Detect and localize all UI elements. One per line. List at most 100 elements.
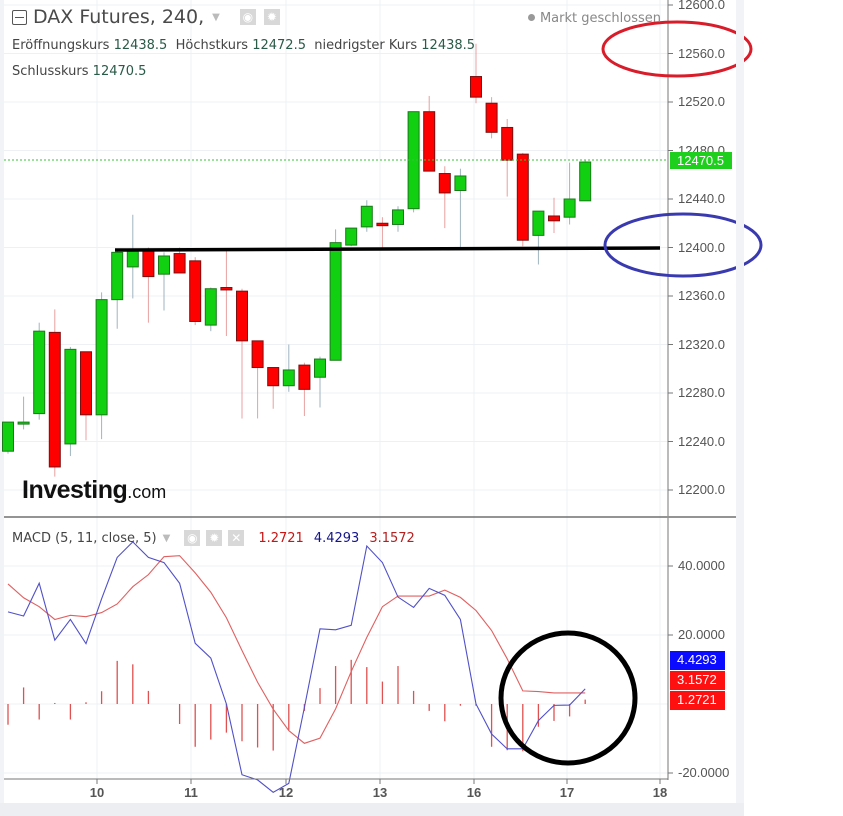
high-label: Höchstkurs [175, 38, 249, 53]
close-icon[interactable]: ✕ [228, 530, 245, 546]
candle [17, 421, 30, 425]
candle [220, 287, 233, 291]
time-tick-label: 17 [559, 785, 575, 800]
candle [236, 290, 248, 342]
macd-tick-label: -20.0000 [678, 765, 730, 780]
chevron-down-icon[interactable]: ▼ [162, 532, 171, 544]
price-candles [2, 43, 592, 477]
candle [329, 242, 342, 361]
candle [438, 173, 451, 194]
candle [48, 331, 61, 468]
time-tick-label: 18 [652, 785, 668, 800]
candle [579, 161, 592, 202]
candle [548, 215, 560, 222]
price-tick-label: 12320.0 [678, 336, 725, 352]
high-value: 12472.5 [252, 38, 306, 53]
right-scroll-edge [736, 0, 744, 806]
candle [282, 369, 295, 387]
candle [360, 205, 373, 228]
macd-signal-value: 3.1572 [369, 530, 415, 546]
price-tick-label: 12360.0 [678, 288, 725, 303]
market-status: Markt geschlossen [527, 11, 661, 26]
eye-icon[interactable]: ◉ [184, 530, 201, 546]
price-tick-label: 12240.0 [678, 433, 725, 449]
candle [532, 210, 545, 236]
gear-icon[interactable]: ✹ [206, 530, 223, 546]
chevron-down-icon[interactable]: ▼ [212, 11, 220, 23]
collapse-icon[interactable] [12, 9, 27, 25]
logo-main: Investing [22, 476, 128, 504]
price-tick-label: 12560.0 [678, 45, 725, 61]
status-dot-icon [527, 14, 535, 21]
candle [563, 198, 576, 218]
candle [485, 102, 498, 133]
left-scroll-edge [0, 0, 4, 806]
candle [314, 358, 326, 378]
symbol-title: DAX Futures, 240, [33, 6, 205, 28]
candle [376, 222, 389, 227]
candle [267, 367, 280, 387]
candle [95, 299, 108, 416]
chart-title-row: DAX Futures, 240, ▼ ◉ ✹ [12, 6, 280, 28]
market-status-text: Markt geschlossen [539, 11, 661, 26]
candle [80, 351, 92, 416]
candle [470, 76, 482, 98]
ohlc-row-1: Eröffnungskurs 12438.5 Höchstkurs 12472.… [12, 38, 475, 53]
time-tick-label: 10 [89, 785, 105, 800]
macd-tick-label: 40.0000 [678, 558, 725, 573]
candle [64, 348, 77, 445]
macd-tick-label: 20.0000 [678, 627, 725, 642]
macd-histogram-value: 1.2721 [258, 530, 304, 546]
support-line-annotation [114, 246, 661, 252]
macd-legend: MACD (5, 11, close, 5) ▼ ◉ ✹ ✕ 1.2721 4.… [12, 530, 415, 546]
horizontal-scrollbar[interactable] [0, 803, 744, 816]
close-label: Schlusskurs [12, 64, 89, 79]
low-label: niedrigster Kurs [314, 38, 418, 53]
candle [516, 153, 529, 241]
price-tick-label: 12440.0 [678, 191, 725, 206]
candle [345, 227, 358, 246]
eye-icon[interactable]: ◉ [239, 9, 256, 25]
open-value: 12438.5 [113, 38, 168, 53]
blue-ellipse-annotation [603, 212, 763, 278]
price-tick-label: 12520.0 [678, 94, 725, 109]
macd-plot [7, 541, 586, 793]
low-value: 12438.5 [421, 38, 476, 53]
time-tick-label: 11 [184, 785, 198, 800]
candle [501, 126, 514, 161]
open-label: Eröffnungskurs [12, 38, 110, 53]
black-circle-annotation [498, 630, 638, 766]
candle [142, 250, 155, 278]
candle [173, 253, 186, 274]
time-tick-label: 13 [372, 785, 388, 800]
macd-value-tag: 4.4293 [670, 651, 725, 670]
candle [251, 340, 264, 369]
logo-suffix: .com [127, 482, 167, 502]
macd-value-tag: 3.1572 [670, 671, 725, 690]
ohlc-row-2: Schlusskurs 12470.5 [12, 64, 146, 79]
price-tick-label: 12400.0 [678, 239, 725, 255]
candle [111, 251, 124, 301]
price-tick-label: 12280.0 [678, 385, 725, 400]
candle [298, 364, 311, 390]
time-tick-label: 12 [278, 785, 294, 800]
investing-logo: Investing.com [22, 476, 166, 505]
candle [204, 288, 217, 326]
gear-icon[interactable]: ✹ [263, 9, 280, 25]
axis-ticks [96, 4, 673, 784]
candle [158, 255, 170, 275]
price-tick-label: 12200.0 [678, 482, 725, 497]
time-tick-label: 16 [466, 785, 482, 800]
macd-value-tag: 1.2721 [670, 691, 725, 710]
candle [392, 209, 404, 225]
current-price-tag: 12470.5 [670, 152, 732, 169]
candle [2, 421, 14, 452]
price-tick-label: 12600.0 [678, 0, 725, 12]
candle [126, 250, 139, 268]
close-value: 12470.5 [92, 64, 147, 79]
macd-line-value: 4.4293 [313, 530, 360, 546]
candle [33, 330, 46, 415]
candle [454, 175, 467, 192]
